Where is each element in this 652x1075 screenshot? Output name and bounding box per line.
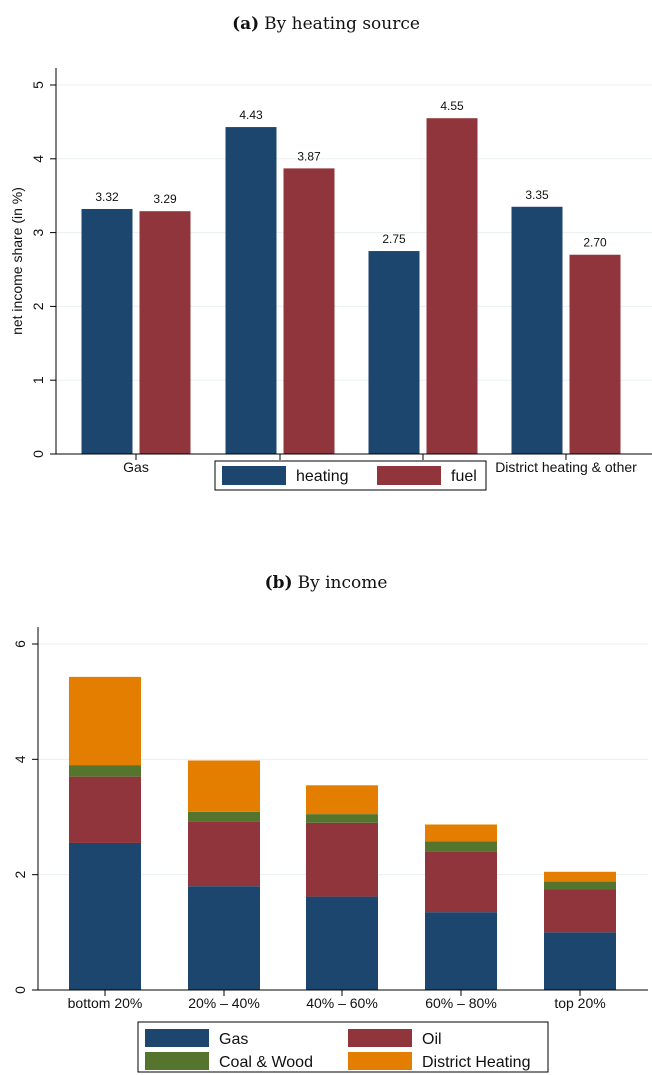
x-tick-label-top-20: top 20% <box>554 995 605 1011</box>
bar-segment-gas-20-40 <box>188 886 260 990</box>
bar-segment-gas-bottom-20 <box>69 842 141 990</box>
data-label-fuel-gas: 3.29 <box>153 192 177 206</box>
bar-segment-oil-top-20 <box>544 889 616 933</box>
data-label-heating-gas: 3.32 <box>95 190 119 204</box>
legend-swatch-oil <box>348 1029 412 1047</box>
y-tick-label: 3 <box>30 228 46 236</box>
legend-label-oil: Oil <box>422 1031 442 1048</box>
panel-b-bars <box>69 676 616 990</box>
bar-segment-coal-wood-40-60 <box>306 814 378 823</box>
x-tick-label-bottom-20: bottom 20% <box>68 995 143 1011</box>
x-tick-label-20-40: 20% – 40% <box>188 995 260 1011</box>
bar-segment-coal-wood-top-20 <box>544 881 616 890</box>
panel-a-title-label: (a) <box>232 14 259 34</box>
bar-fuel-oil <box>283 168 335 455</box>
data-label-heating-district-heating-other: 3.35 <box>525 188 549 202</box>
panel-a-bars: 3.32 3.29 4.43 3.87 2.75 4.55 3.35 2.70 <box>81 99 621 455</box>
legend-swatch-fuel <box>377 466 441 485</box>
x-tick-label-gas: Gas <box>123 459 149 475</box>
legend-label-heating: heating <box>296 468 349 485</box>
bar-segment-coal-wood-20-40 <box>188 811 260 822</box>
y-tick-label: 0 <box>12 986 28 994</box>
legend-label-coal-wood: Coal & Wood <box>219 1054 313 1071</box>
bar-segment-oil-20-40 <box>188 821 260 887</box>
bar-segment-district-heating-top-20 <box>544 871 616 882</box>
legend-swatch-district-heating <box>348 1052 412 1070</box>
bar-segment-coal-wood-60-80 <box>425 841 497 852</box>
bar-segment-oil-40-60 <box>306 822 378 897</box>
y-tick-label: 2 <box>12 871 28 879</box>
bar-segment-oil-bottom-20 <box>69 776 141 843</box>
bar-heating-district-heating-other <box>511 206 563 454</box>
panel-a-title-text: By heating source <box>264 14 420 34</box>
y-tick-label: 0 <box>30 450 46 458</box>
bar-fuel-coal-wood <box>426 118 478 455</box>
panel-a-legend: heating fuel <box>214 460 487 491</box>
bar-segment-gas-60-80 <box>425 912 497 990</box>
legend-label-gas: Gas <box>219 1031 248 1048</box>
legend-swatch-gas <box>145 1029 209 1047</box>
panel-a-y-ticks: 0 1 2 3 4 5 <box>30 81 56 458</box>
bar-fuel-gas <box>139 211 191 454</box>
bar-segment-district-heating-bottom-20 <box>69 676 141 766</box>
legend-swatch-heating <box>222 466 286 485</box>
bar-segment-district-heating-40-60 <box>306 785 378 815</box>
legend-swatch-coal-wood <box>145 1052 209 1070</box>
panel-a: (a) By heating source 3.32 3.29 4.43 3.87 2.7… <box>9 14 652 491</box>
data-label-fuel-district-heating-other: 2.70 <box>583 236 607 250</box>
bar-fuel-district-heating-other <box>569 254 621 454</box>
data-label-heating-coal-wood: 2.75 <box>382 232 406 246</box>
panel-a-title: (a) By heating source <box>232 14 420 34</box>
legend-label-fuel: fuel <box>451 468 477 485</box>
bar-heating-gas <box>81 208 133 454</box>
bar-heating-oil <box>225 127 277 454</box>
y-tick-label: 5 <box>30 81 46 89</box>
bar-segment-oil-60-80 <box>425 851 497 913</box>
panel-b-title-label: (b) <box>265 573 293 593</box>
y-tick-label: 4 <box>12 755 28 763</box>
bar-segment-gas-top-20 <box>544 932 616 990</box>
data-label-heating-oil: 4.43 <box>239 108 263 122</box>
data-label-fuel-oil: 3.87 <box>297 149 321 163</box>
bar-segment-coal-wood-bottom-20 <box>69 765 141 777</box>
y-tick-label: 6 <box>12 640 28 648</box>
panel-a-y-axis-label: net income share (in %) <box>9 187 25 335</box>
panel-b-legend: Gas Oil Coal & Wood District Heating <box>137 1021 549 1073</box>
panel-b: (b) By income 0 2 4 6 bottom 20% 20% – 40% 40%… <box>12 573 648 1073</box>
x-tick-label-60-80: 60% – 80% <box>425 995 497 1011</box>
bar-heating-coal-wood <box>368 251 420 454</box>
bar-segment-gas-40-60 <box>306 896 378 990</box>
y-tick-label: 4 <box>30 155 46 163</box>
bar-segment-district-heating-60-80 <box>425 824 497 842</box>
x-tick-label-40-60: 40% – 60% <box>306 995 378 1011</box>
legend-label-district-heating: District Heating <box>422 1054 530 1071</box>
data-label-fuel-coal-wood: 4.55 <box>440 99 464 113</box>
panel-b-title: (b) By income <box>265 573 388 593</box>
panel-b-title-text: By income <box>298 573 388 593</box>
bar-segment-district-heating-20-40 <box>188 760 260 812</box>
y-tick-label: 2 <box>30 302 46 310</box>
panel-b-y-ticks: 0 2 4 6 <box>12 640 38 994</box>
x-tick-label-district-heating-other: District heating & other <box>495 459 637 475</box>
panel-b-x-ticks: bottom 20% 20% – 40% 40% – 60% 60% – 80% top… <box>68 990 606 1011</box>
y-tick-label: 1 <box>30 376 46 384</box>
